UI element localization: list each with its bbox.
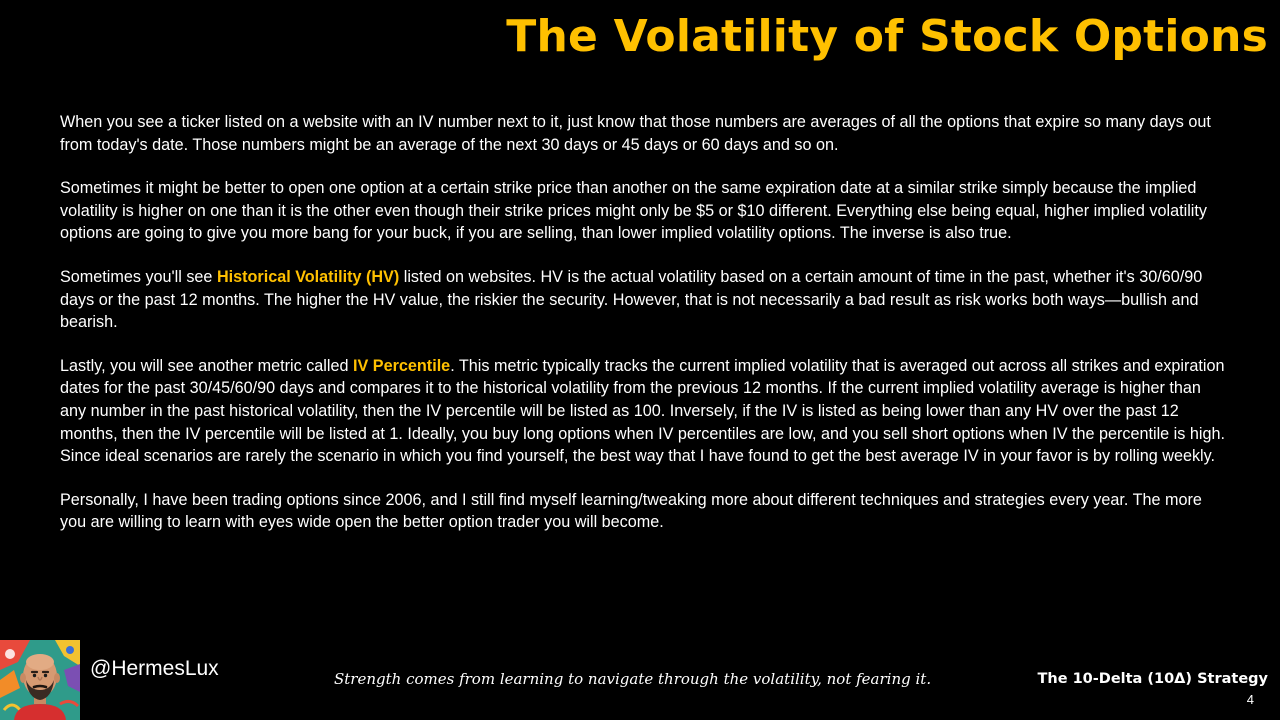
paragraph-4: Lastly, you will see another metric call… xyxy=(60,355,1225,468)
paragraph-1: When you see a ticker listed on a websit… xyxy=(60,113,1211,154)
paragraph-3: Sometimes you'll see Historical Volatili… xyxy=(60,266,1225,334)
slide-title: The Volatility of Stock Options xyxy=(506,11,1268,62)
social-handle: @HermesLux xyxy=(90,657,219,680)
avatar-illustration xyxy=(0,640,80,720)
paragraph-3-rest: listed on websites. HV is the actual vol… xyxy=(60,267,1203,332)
avatar-icon xyxy=(0,640,80,720)
strategy-name: The 10-Delta (10Δ) Strategy xyxy=(1037,671,1268,687)
iv-percentile-term: IV Percentile xyxy=(353,356,451,375)
paragraph-4-rest: . This metric typically tracks the curre… xyxy=(60,356,1225,466)
paragraph-2: Sometimes it might be better to open one… xyxy=(60,179,1207,243)
footer-quote: Strength comes from learning to navigate… xyxy=(334,670,932,688)
page-number: 4 xyxy=(1246,692,1254,707)
paragraph-5: Personally, I have been trading options … xyxy=(60,490,1202,532)
slide-body: When you see a ticker listed on a websit… xyxy=(60,111,1225,555)
historical-volatility-term: Historical Volatility (HV) xyxy=(216,267,400,286)
paragraph-3-lead: Sometimes you'll see xyxy=(60,267,217,286)
paragraph-4-lead: Lastly, you will see another metric call… xyxy=(60,356,354,375)
